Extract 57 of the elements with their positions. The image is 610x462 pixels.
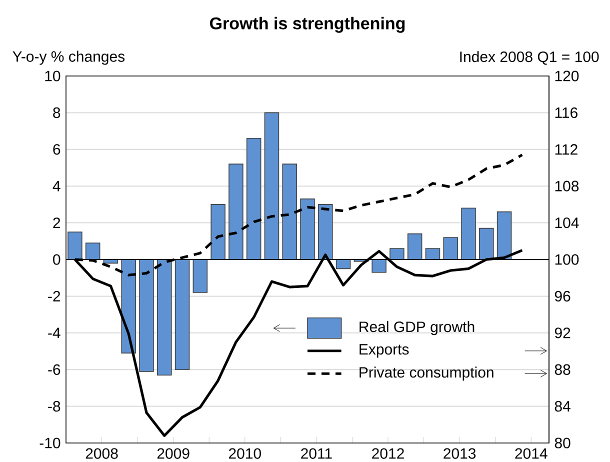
- bar: [210, 204, 226, 260]
- bar: [264, 112, 280, 260]
- bar: [479, 228, 494, 260]
- bar: [496, 211, 512, 260]
- bar: [407, 233, 422, 260]
- y2-tick-label: 96: [554, 290, 570, 302]
- y2-tick-label: 100: [555, 254, 579, 265]
- bar: [174, 259, 190, 370]
- y2-tick-label: 104: [555, 217, 579, 228]
- legend-label: Private consumption: [360, 366, 494, 381]
- bar: [372, 259, 386, 273]
- x-tick-label: 2008: [86, 448, 118, 459]
- bar: [157, 259, 172, 376]
- bar: [318, 204, 333, 260]
- bar: [228, 164, 244, 260]
- y-tick-label: 10: [45, 70, 60, 82]
- legend-label: Exports: [360, 344, 409, 358]
- bar: [85, 242, 100, 260]
- y-tick-label: -6: [48, 364, 60, 375]
- y-tick-label: -8: [48, 400, 60, 412]
- bar: [461, 208, 476, 260]
- y-tick-label: 6: [53, 144, 60, 155]
- y2-tick-label: 116: [555, 107, 578, 118]
- y-axis-title: Y-o-y % changes: [12, 50, 125, 65]
- bar: [282, 164, 297, 260]
- bar: [68, 232, 82, 260]
- bar: [139, 259, 154, 372]
- bar: [192, 259, 208, 293]
- y-tick-label: 8: [53, 107, 60, 118]
- y-tick-label: -2: [48, 290, 60, 302]
- x-tick-label: 2013: [444, 448, 476, 459]
- x-tick-label: 2010: [228, 448, 261, 459]
- bar: [246, 138, 262, 260]
- y2-tick-label: 120: [555, 70, 579, 82]
- y2-tick-label: 108: [555, 180, 579, 192]
- y2-tick-label: 80: [554, 438, 570, 448]
- x-tick-label: 2014: [515, 448, 548, 459]
- y2-tick-label: 92: [554, 328, 570, 338]
- x-tick-label: 2009: [157, 448, 190, 459]
- y-tick-label: 4: [52, 180, 60, 192]
- x-tick-label: 2012: [372, 448, 404, 459]
- bar: [443, 237, 458, 260]
- x-tick-label: 2011: [301, 448, 332, 459]
- bar: [425, 248, 440, 260]
- bar: [121, 259, 136, 354]
- y-tick-label: 0: [53, 254, 60, 265]
- y2-axis-title: Index 2008 Q1 = 100: [460, 51, 599, 65]
- y-tick-label: 2: [53, 218, 60, 228]
- y2-tick-label: 88: [554, 364, 570, 375]
- bar: [300, 198, 315, 260]
- bar: [390, 248, 404, 260]
- y2-tick-label: 112: [555, 144, 578, 155]
- chart-title: Growth is strengthening: [210, 16, 405, 33]
- y-tick-label: -10: [40, 438, 60, 448]
- legend-label: Real GDP growth: [360, 321, 474, 336]
- y2-tick-label: 84: [554, 400, 570, 412]
- y-tick-label: -4: [48, 328, 60, 338]
